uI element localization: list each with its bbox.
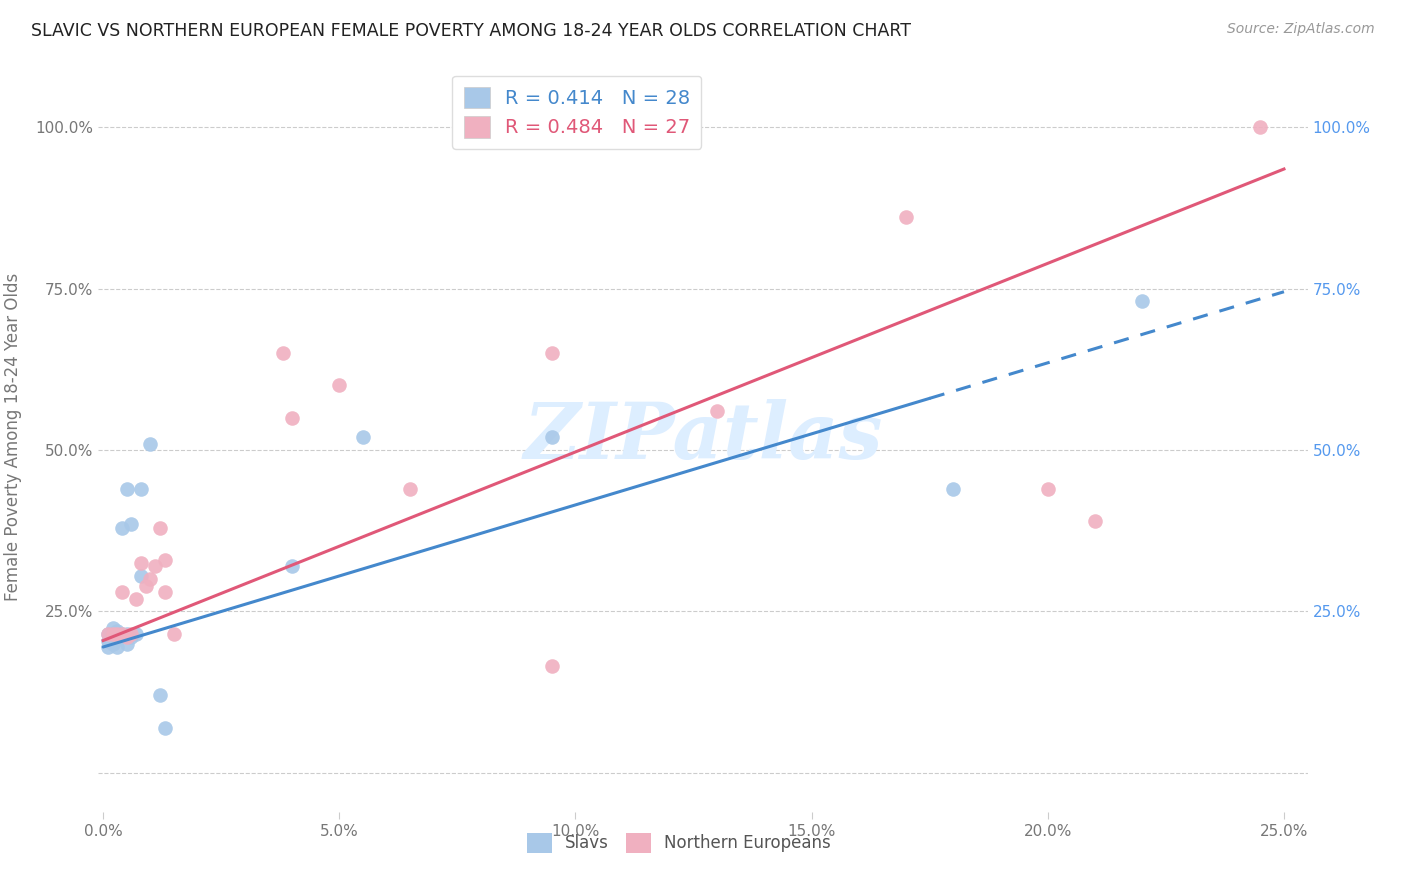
Point xyxy=(1036,482,1059,496)
Point xyxy=(105,624,128,638)
Point xyxy=(540,659,562,673)
Point xyxy=(1249,120,1271,134)
Point xyxy=(328,378,350,392)
Point xyxy=(135,579,157,593)
Point xyxy=(115,627,138,641)
Point xyxy=(540,430,562,444)
Point xyxy=(101,637,124,651)
Point xyxy=(121,517,143,532)
Point xyxy=(281,559,304,574)
Text: Source: ZipAtlas.com: Source: ZipAtlas.com xyxy=(1227,22,1375,37)
Point xyxy=(153,585,176,599)
Point xyxy=(139,436,162,450)
Point xyxy=(115,482,138,496)
Point xyxy=(111,585,134,599)
Point xyxy=(111,627,134,641)
Point xyxy=(129,482,152,496)
Point xyxy=(97,627,120,641)
Point xyxy=(1130,294,1153,309)
Point xyxy=(399,482,422,496)
Point xyxy=(111,627,134,641)
Point xyxy=(105,640,128,654)
Point xyxy=(129,569,152,583)
Point xyxy=(97,627,120,641)
Point xyxy=(111,520,134,534)
Text: SLAVIC VS NORTHERN EUROPEAN FEMALE POVERTY AMONG 18-24 YEAR OLDS CORRELATION CHA: SLAVIC VS NORTHERN EUROPEAN FEMALE POVER… xyxy=(31,22,911,40)
Point xyxy=(706,404,728,418)
Point xyxy=(121,630,143,644)
Point xyxy=(540,346,562,360)
Point xyxy=(105,630,128,644)
Point xyxy=(115,637,138,651)
Point xyxy=(105,627,128,641)
Y-axis label: Female Poverty Among 18-24 Year Olds: Female Poverty Among 18-24 Year Olds xyxy=(4,273,21,601)
Point xyxy=(125,591,148,606)
Point xyxy=(115,630,138,644)
Point xyxy=(153,553,176,567)
Point xyxy=(149,689,172,703)
Point xyxy=(105,627,128,641)
Point xyxy=(894,211,917,225)
Legend: Slavs, Northern Europeans: Slavs, Northern Europeans xyxy=(520,826,838,860)
Point xyxy=(139,572,162,586)
Point xyxy=(121,627,143,641)
Point xyxy=(101,621,124,635)
Point xyxy=(942,482,965,496)
Point xyxy=(125,627,148,641)
Point xyxy=(352,430,374,444)
Point xyxy=(1084,514,1107,528)
Point xyxy=(143,559,166,574)
Point xyxy=(149,520,172,534)
Point xyxy=(101,627,124,641)
Point xyxy=(97,640,120,654)
Point xyxy=(153,721,176,735)
Point xyxy=(281,410,304,425)
Point xyxy=(101,627,124,641)
Point xyxy=(97,633,120,648)
Point xyxy=(271,346,294,360)
Text: ZIPatlas: ZIPatlas xyxy=(523,399,883,475)
Point xyxy=(129,556,152,570)
Point xyxy=(163,627,186,641)
